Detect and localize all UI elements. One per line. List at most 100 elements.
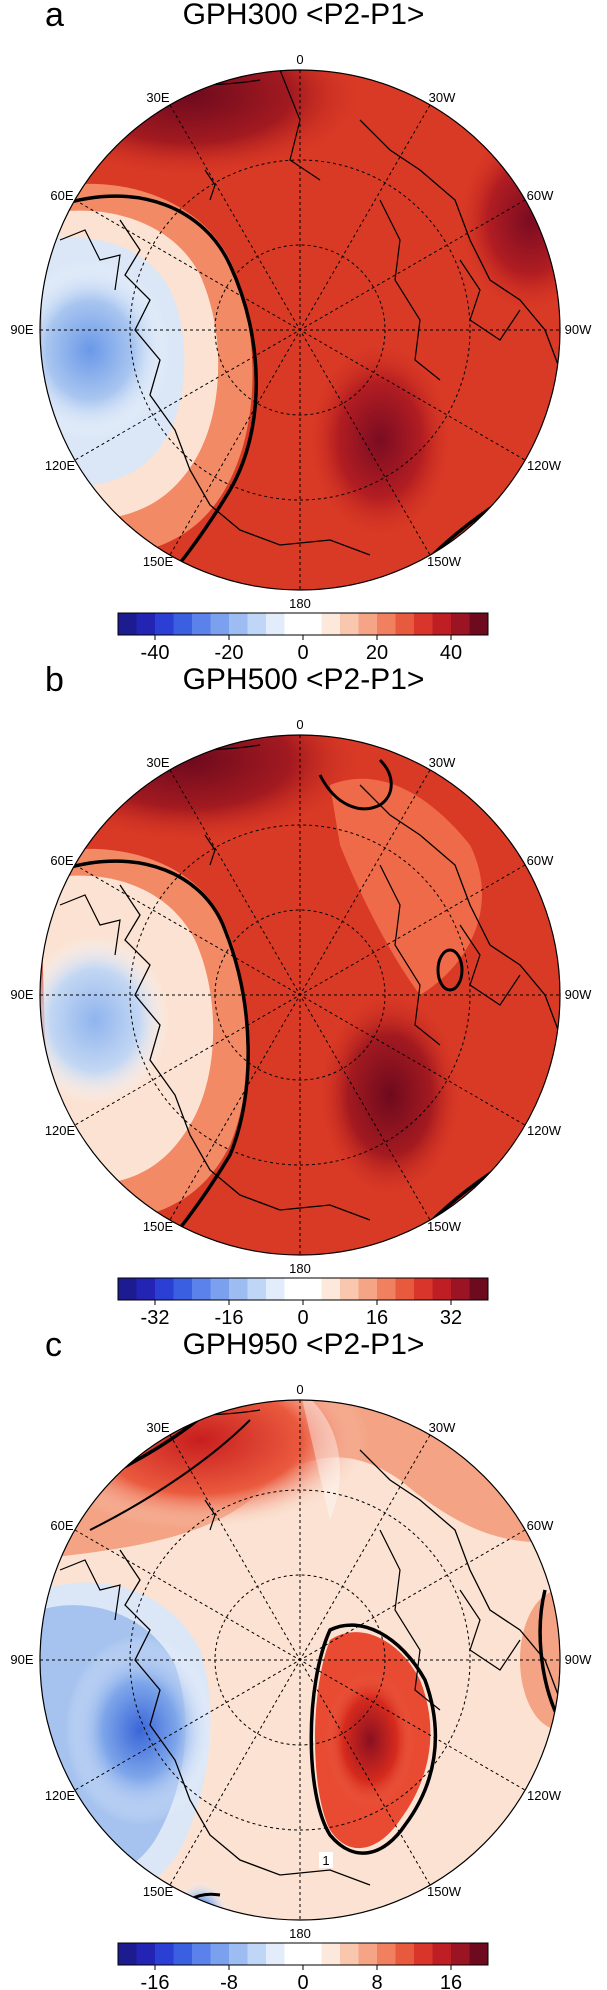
map-boundary (39, 1399, 561, 1921)
gph-field (40, 70, 560, 590)
colorbar-tick-label: -16 (141, 1972, 170, 1990)
colorbar-tick-label: 16 (366, 1307, 388, 1329)
colorbar-swatch (303, 1943, 322, 1965)
lon-label-90e: 90E (10, 1652, 33, 1667)
colorbar-tick-label: 0 (297, 1972, 308, 1990)
lon-label-90w: 90W (565, 322, 592, 337)
colorbar-tick-label: 16 (440, 1972, 462, 1990)
colorbar-swatch (358, 613, 378, 635)
colorbar-swatch (136, 1943, 156, 1965)
colorbar-swatch (395, 1943, 415, 1965)
lon-label-0: 0 (296, 717, 303, 732)
colorbar-swatch (155, 613, 174, 635)
colorbar-swatch (192, 1278, 211, 1300)
lon-label-90w: 90W (565, 1652, 592, 1667)
colorbar-swatch (210, 613, 230, 635)
colorbar-swatch (451, 1943, 470, 1965)
colorbar-swatch (451, 1278, 470, 1300)
panel-letter: c (45, 1326, 62, 1364)
map-boundary (39, 69, 561, 591)
lon-label-60w: 60W (527, 853, 554, 868)
polar-map: 1 0 180 30E 30W 60E 60W 90E 90W 120E 120… (10, 1382, 592, 1990)
lon-label-150w: 150W (427, 1219, 462, 1234)
colorbar-tick-label: 20 (366, 642, 388, 664)
colorbar-swatch (118, 1278, 137, 1300)
lon-label-150w: 150W (427, 1884, 462, 1899)
colorbar-swatch (321, 1278, 341, 1300)
colorbar-swatch (118, 613, 137, 635)
colorbar-swatch (229, 1943, 248, 1965)
lon-label-30e: 30E (146, 1420, 169, 1435)
lon-label-120w: 120W (527, 1123, 562, 1138)
colorbar-tick-label: -20 (215, 642, 244, 664)
colorbar-swatch (469, 1943, 489, 1965)
panel-c: c GPH950 <P2-P1> (0, 1326, 607, 1990)
colorbar-swatch (118, 1943, 137, 1965)
graticule (40, 735, 560, 1255)
colorbar-swatch (247, 1278, 267, 1300)
colorbar-swatch (266, 1943, 285, 1965)
gph-field (40, 1400, 560, 1920)
colorbar-swatch (229, 1278, 248, 1300)
panel-title: GPH300 <P2-P1> (182, 0, 425, 31)
colorbar-tick-label: -8 (220, 1972, 238, 1990)
colorbar-tick-label: 0 (297, 642, 308, 664)
polar-map: 0 180 30E 30W 60E 60W 90E 90W 120E 120W … (10, 717, 592, 1329)
colorbar-swatch (284, 613, 304, 635)
colorbar-swatch (377, 1278, 396, 1300)
colorbar-swatch (303, 1278, 322, 1300)
lon-label-150e: 150E (143, 554, 174, 569)
colorbar-tick-label: -40 (141, 642, 170, 664)
colorbar-swatch (321, 613, 341, 635)
graticule (40, 1400, 560, 1920)
lon-label-60e: 60E (50, 853, 73, 868)
lon-label-90w: 90W (565, 987, 592, 1002)
colorbar-swatch (377, 613, 396, 635)
lon-label-90e: 90E (10, 987, 33, 1002)
colorbar-swatch (210, 1943, 230, 1965)
colorbar-swatch (266, 1278, 285, 1300)
contour-label-box (319, 1852, 333, 1868)
colorbar-swatch (340, 613, 359, 635)
panel-letter: b (45, 661, 64, 699)
colorbar: -16 -8 0 8 16 (117, 1942, 489, 1990)
colorbar-tick-label: -32 (141, 1307, 170, 1329)
panel-letter: a (45, 0, 64, 34)
colorbar-swatch (340, 1943, 359, 1965)
colorbar-tick-label: 8 (371, 1972, 382, 1990)
colorbar-swatch (173, 613, 193, 635)
panel-title: GPH500 <P2-P1> (182, 663, 425, 696)
lon-label-180: 180 (289, 1926, 311, 1941)
map-boundary (39, 734, 561, 1256)
colorbar-swatch (155, 1943, 174, 1965)
colorbar-swatch (432, 1278, 452, 1300)
colorbar-swatch (155, 1278, 174, 1300)
lon-label-60w: 60W (527, 1518, 554, 1533)
colorbar-swatch (303, 613, 322, 635)
lon-label-180: 180 (289, 596, 311, 611)
lon-label-60e: 60E (50, 188, 73, 203)
colorbar-swatch (173, 1278, 193, 1300)
lon-label-30w: 30W (429, 90, 456, 105)
lon-label-120e: 120E (45, 1788, 76, 1803)
panel-b: b GPH500 <P2-P1> (0, 661, 607, 1329)
colorbar-swatch (414, 1943, 433, 1965)
colorbar-swatch (432, 613, 452, 635)
lon-label-30e: 30E (146, 90, 169, 105)
lon-label-150e: 150E (143, 1884, 174, 1899)
colorbar-swatch (192, 1943, 211, 1965)
panel-a: a GPH300 <P2-P1> (0, 0, 607, 664)
lon-label-120e: 120E (45, 458, 76, 473)
colorbar: -40 -20 0 20 40 (117, 612, 489, 664)
colorbar-swatch (395, 1278, 415, 1300)
lon-label-180: 180 (289, 1261, 311, 1276)
graticule (40, 70, 560, 590)
colorbar-swatch (451, 613, 470, 635)
colorbar-swatch (229, 613, 248, 635)
colorbar-swatch (414, 613, 433, 635)
colorbar-swatch (136, 613, 156, 635)
colorbar-swatch (136, 1278, 156, 1300)
colorbar-swatch (432, 1943, 452, 1965)
colorbar-swatch (173, 1943, 193, 1965)
lon-label-30e: 30E (146, 755, 169, 770)
